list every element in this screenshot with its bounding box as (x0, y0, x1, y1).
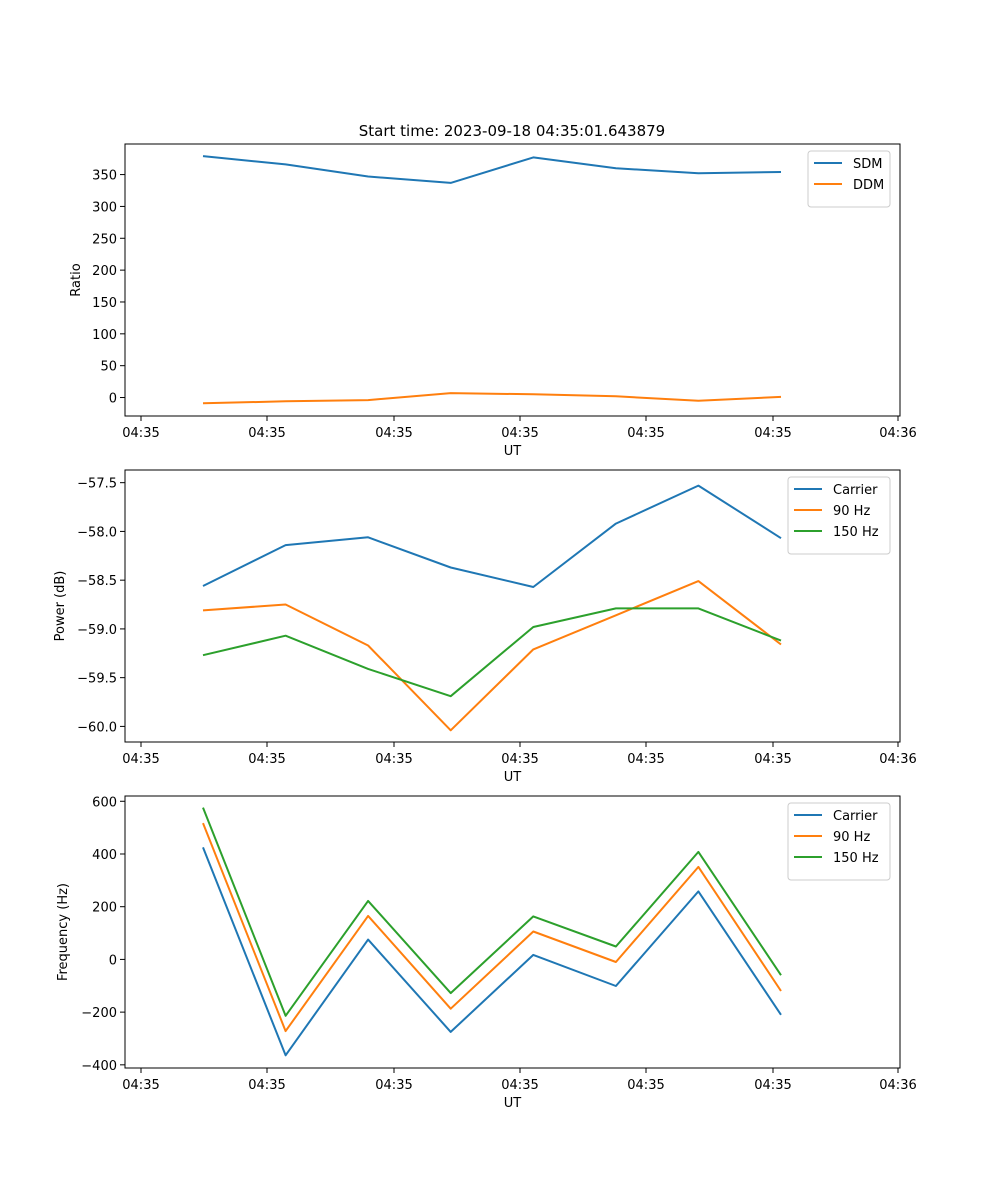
y-tick-label: 0 (109, 392, 117, 407)
y-tick-label: −57.5 (77, 477, 117, 492)
x-tick-label: 04:35 (122, 1078, 159, 1093)
y-tick-label: 0 (109, 953, 117, 968)
y-tick-label: 100 (92, 328, 117, 343)
series-line-90-hz (202, 822, 782, 1033)
y-tick-label: 150 (92, 296, 117, 311)
series-group (202, 484, 782, 732)
x-tick-label: 04:35 (627, 1078, 664, 1093)
series-line-ddm (202, 392, 782, 405)
y-axis-label: Power (dB) (53, 571, 68, 642)
y-tick-label: 250 (92, 232, 117, 247)
y-tick-label: 200 (92, 264, 117, 279)
y-tick-label: −59.0 (77, 623, 117, 638)
series-line-150-hz (202, 607, 782, 698)
y-tick-label: −60.0 (77, 720, 117, 735)
y-tick-label: 400 (92, 848, 117, 863)
legend-entry: Carrier (833, 809, 878, 824)
subplot-2: 04:35 04:35 04:35 04:35 04:35 04:35 04:36 UT −60… (53, 469, 917, 785)
x-tick-label: 04:35 (627, 752, 664, 767)
y-axis-label: Frequency (Hz) (56, 883, 71, 981)
legend-entry: 90 Hz (833, 504, 870, 519)
x-axis-label: UT (504, 444, 522, 459)
x-tick-label: 04:35 (375, 1078, 412, 1093)
y-tick-label: −400 (81, 1059, 117, 1074)
series-line-sdm (202, 155, 782, 184)
y-tick-label: 200 (92, 901, 117, 916)
axes-frame (124, 143, 901, 417)
y-tick-label: −58.5 (77, 574, 117, 589)
figure-title: Start time: 2023-09-18 04:35:01.643879 (359, 122, 665, 140)
y-axis-label: Ratio (69, 263, 84, 296)
series-line-150-hz (202, 807, 782, 1017)
x-tick-label: 04:35 (248, 752, 285, 767)
x-axis-label: UT (504, 770, 522, 785)
y-tick-label: 300 (92, 200, 117, 215)
legend-entry: SDM (853, 157, 882, 172)
x-tick-label: 04:35 (627, 426, 664, 441)
x-tick-label: 04:35 (501, 426, 538, 441)
y-tick-label: 350 (92, 169, 117, 184)
x-tick-label: 04:35 (375, 752, 412, 767)
legend-entry: 150 Hz (833, 525, 879, 540)
y-tick-label: 50 (100, 360, 117, 375)
legend-entry: Carrier (833, 483, 878, 498)
series-line-90-hz (202, 580, 782, 732)
x-tick-label: 04:36 (879, 426, 916, 441)
legend: SDM DDM (807, 150, 891, 208)
series-group (202, 807, 782, 1057)
x-tick-label: 04:35 (501, 752, 538, 767)
subplot-1: 04:35 04:35 04:35 04:35 04:35 04:35 04:36 UT 0 50… (69, 143, 917, 459)
y-tick-label: 600 (92, 795, 117, 810)
x-tick-label: 04:36 (879, 752, 916, 767)
x-tick-label: 04:35 (754, 426, 791, 441)
series-line-carrier (202, 484, 782, 588)
x-axis-label: UT (504, 1096, 522, 1111)
subplots: 04:35 04:35 04:35 04:35 04:35 04:35 04:36 UT 0 50… (53, 143, 917, 1111)
legend: Carrier 90 Hz 150 Hz (787, 802, 891, 881)
x-tick-label: 04:35 (248, 1078, 285, 1093)
legend-entry: DDM (853, 178, 884, 193)
y-tick-label: −59.5 (77, 672, 117, 687)
legend-box (787, 802, 891, 881)
x-tick-label: 04:35 (248, 426, 285, 441)
legend: Carrier 90 Hz 150 Hz (787, 476, 891, 555)
x-tick-label: 04:35 (754, 752, 791, 767)
legend-box (807, 150, 891, 208)
x-tick-label: 04:35 (501, 1078, 538, 1093)
series-line-carrier (202, 847, 782, 1057)
axes-frame (124, 469, 901, 743)
x-tick-label: 04:35 (754, 1078, 791, 1093)
legend-box (787, 476, 891, 555)
y-tick-label: −58.0 (77, 525, 117, 540)
x-tick-label: 04:35 (122, 752, 159, 767)
legend-entry: 90 Hz (833, 830, 870, 845)
x-tick-label: 04:35 (375, 426, 412, 441)
x-tick-label: 04:35 (122, 426, 159, 441)
subplot-3: 04:35 04:35 04:35 04:35 04:35 04:35 04:36 UT −40… (56, 795, 917, 1111)
x-tick-label: 04:36 (879, 1078, 916, 1093)
series-group (202, 155, 782, 405)
y-tick-label: −200 (81, 1006, 117, 1021)
legend-entry: 150 Hz (833, 851, 879, 866)
axes-frame (124, 795, 901, 1069)
